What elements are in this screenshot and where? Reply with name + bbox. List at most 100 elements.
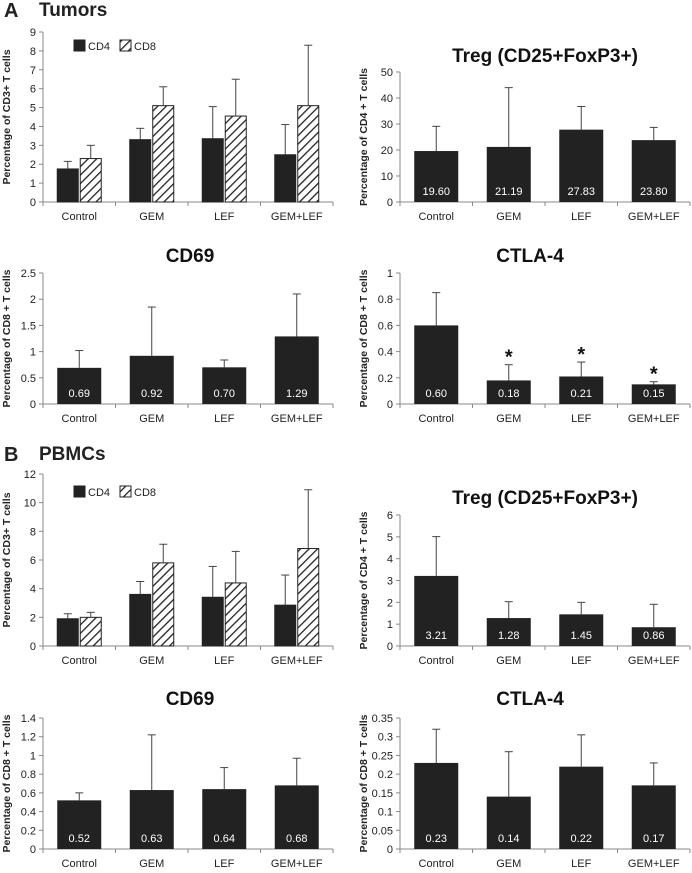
data-label: 3.21 — [426, 630, 447, 642]
x-tick-label: GEM+LEF — [628, 211, 680, 223]
data-label: 0.70 — [214, 388, 235, 400]
bar-cd4 — [201, 138, 224, 203]
data-label: 0.60 — [426, 388, 447, 400]
bar — [486, 796, 531, 849]
data-label: 1.28 — [498, 630, 519, 642]
bar — [559, 766, 604, 849]
chart-pbmc-cd69: 0 0.2 0.4 0.6 0.8 1 1.2 1.4 Control GEM LEF GEM+LEF… — [1, 689, 334, 870]
data-label: 0.23 — [426, 833, 447, 845]
bar-cd8 — [79, 616, 102, 647]
x-tick-label: LEF — [214, 211, 234, 223]
x-tick-label: Control — [62, 211, 97, 223]
significance-marker: * — [577, 344, 585, 366]
data-label: 0.92 — [141, 388, 162, 400]
y-tick-label: 1.5 — [21, 320, 36, 332]
y-tick-label: 0 — [30, 844, 36, 856]
y-tick-label: 1 — [30, 347, 36, 359]
y-tick-label: 0.3 — [378, 732, 393, 744]
x-tick-label: Control — [62, 655, 97, 667]
y-tick-label: 1 — [30, 750, 36, 762]
y-tick-label: 4 — [387, 554, 393, 566]
x-tick-label: GEM+LEF — [271, 413, 323, 425]
y-tick-label: 1.2 — [21, 732, 36, 744]
x-tick-label: GEM — [139, 655, 164, 667]
y-tick-label: 2.5 — [21, 268, 36, 280]
y-tick-label: 4 — [30, 121, 36, 133]
legend-swatch-cd4 — [73, 485, 86, 498]
y-tick-label: 0 — [387, 399, 393, 411]
bar-cd4 — [129, 593, 152, 647]
section-a-title: Tumors — [39, 0, 108, 21]
y-tick-label: 1 — [387, 619, 393, 631]
bar — [486, 380, 531, 404]
bar — [274, 336, 319, 404]
y-tick-label: 6 — [387, 510, 393, 522]
chart-tumors-cd69: 0 0.5 1 1.5 2 2.5 Control GEM LEF GEM+LEF Percenta… — [1, 246, 334, 425]
y-tick-label: 0 — [30, 197, 36, 209]
x-tick-label: GEM — [496, 858, 521, 870]
y-tick-label: 20 — [381, 145, 393, 157]
significance-marker: * — [650, 364, 658, 386]
data-label: 0.52 — [69, 833, 90, 845]
y-axis-label: Percentage of CD8 + T cells — [1, 269, 13, 407]
chart-pbmc-treg: 0 1 2 3 4 5 6 Control GEM LEF GEM+LEF Percentage of… — [358, 488, 691, 667]
y-tick-label: 9 — [30, 27, 36, 39]
x-tick-label: GEM+LEF — [271, 858, 323, 870]
bar-cd4 — [274, 154, 297, 203]
x-tick-label: LEF — [214, 413, 234, 425]
x-tick-label: Control — [62, 413, 97, 425]
y-tick-label: 5 — [387, 532, 393, 544]
chart-title: CD69 — [166, 689, 215, 710]
data-label: 0.68 — [286, 833, 307, 845]
bar — [631, 384, 676, 404]
x-tick-label: Control — [419, 858, 454, 870]
bar — [414, 151, 459, 202]
x-tick-label: GEM+LEF — [628, 655, 680, 667]
bar-cd8 — [79, 158, 102, 203]
y-tick-label: 0.2 — [21, 825, 36, 837]
y-tick-label: 3 — [30, 140, 36, 152]
bar-cd4 — [201, 596, 224, 647]
x-tick-label: LEF — [571, 858, 591, 870]
x-tick-label: GEM — [496, 211, 521, 223]
x-tick-label: GEM — [496, 413, 521, 425]
data-label: 21.19 — [495, 186, 523, 198]
bar — [559, 129, 604, 202]
data-label: 1.29 — [286, 388, 307, 400]
y-tick-label: 1 — [30, 178, 36, 190]
bar-cd4 — [56, 168, 79, 203]
significance-marker: * — [505, 347, 513, 369]
x-tick-label: Control — [419, 655, 454, 667]
y-axis-label: Percentage of CD4 + T cells — [358, 68, 370, 206]
legend-label: CD4 — [88, 41, 110, 53]
bar-cd8 — [224, 115, 247, 203]
x-tick-label: Control — [62, 858, 97, 870]
bar — [559, 376, 604, 404]
y-tick-label: 2 — [387, 597, 393, 609]
bar — [414, 325, 459, 404]
legend: CD4 CD8 — [73, 485, 156, 499]
section-b-title: PBMCs — [39, 444, 106, 465]
data-label: 0.14 — [498, 833, 519, 845]
y-tick-label: 0.35 — [372, 713, 393, 725]
data-label: 0.17 — [643, 833, 664, 845]
data-label: 1.45 — [571, 630, 592, 642]
y-tick-label: 5 — [30, 103, 36, 115]
legend-label: CD4 — [88, 487, 110, 499]
data-label: 19.60 — [422, 186, 450, 198]
bar — [559, 614, 604, 646]
y-tick-label: 3 — [387, 576, 393, 588]
bar-cd8 — [297, 548, 320, 647]
y-tick-label: 0.8 — [378, 294, 393, 306]
section-b-letter: B — [4, 444, 19, 466]
y-axis-label: Percentage of CD3+ T cells — [1, 49, 13, 184]
section-a-letter: A — [4, 0, 19, 22]
bar — [129, 790, 174, 849]
y-tick-label: 10 — [381, 171, 393, 183]
chart-title: Treg (CD25+FoxP3+) — [452, 488, 638, 509]
y-axis-label: Percentage of CD8 + T cells — [358, 714, 370, 852]
data-label: 0.22 — [571, 833, 592, 845]
x-tick-label: GEM+LEF — [271, 211, 323, 223]
y-tick-label: 0 — [387, 641, 393, 653]
y-tick-label: 0.2 — [378, 373, 393, 385]
